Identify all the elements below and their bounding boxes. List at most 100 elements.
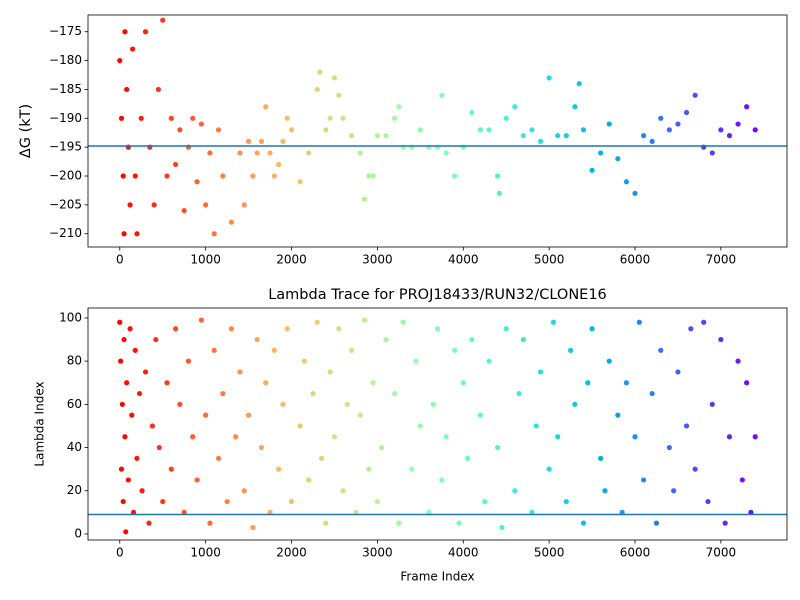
point [443, 434, 449, 440]
point [598, 455, 604, 461]
point [580, 127, 587, 133]
point [396, 104, 402, 110]
point [413, 358, 419, 364]
point [123, 529, 129, 535]
x-tick-label: 7000 [706, 546, 737, 560]
point [409, 466, 415, 472]
point [417, 423, 423, 429]
point [118, 115, 125, 121]
point [142, 29, 149, 35]
point [190, 434, 196, 440]
point [456, 520, 462, 526]
point [477, 412, 484, 418]
point [172, 161, 179, 168]
point [267, 509, 273, 515]
point [267, 150, 273, 156]
point [194, 477, 200, 483]
x-tick-label: 3000 [362, 253, 393, 267]
point [452, 173, 458, 179]
point [658, 347, 664, 353]
point [130, 509, 137, 515]
point [254, 336, 260, 343]
points [117, 17, 758, 237]
point [224, 498, 230, 505]
point [443, 150, 449, 156]
point [653, 520, 660, 526]
point [701, 319, 707, 325]
point [361, 317, 368, 323]
y-tick-label: 0 [74, 526, 82, 540]
point [598, 150, 604, 156]
point [496, 190, 502, 196]
point [512, 104, 518, 110]
y-tick-label: 20 [67, 483, 82, 497]
point [258, 138, 265, 144]
chart-title: Lambda Trace for PROJ18433/RUN32/CLONE16 [268, 287, 607, 303]
point [585, 380, 591, 386]
point [692, 466, 698, 472]
point [220, 390, 226, 397]
point [426, 509, 432, 515]
y-tick-label: −205 [49, 197, 82, 211]
x-tick-label: 0 [116, 546, 124, 560]
point [739, 477, 745, 483]
point [220, 173, 226, 179]
point [744, 104, 750, 110]
point [391, 115, 398, 121]
point [726, 133, 733, 139]
point [520, 336, 526, 343]
point [537, 138, 544, 144]
point [361, 196, 368, 202]
x-tick-label: 3000 [362, 546, 393, 560]
point [563, 498, 569, 505]
point [284, 326, 290, 332]
point [155, 86, 162, 93]
point [516, 390, 522, 397]
point [709, 401, 715, 407]
point [568, 347, 574, 353]
point [460, 380, 466, 386]
point [156, 444, 162, 451]
point [636, 319, 642, 325]
point [344, 401, 350, 407]
y-tick-label: −180 [49, 53, 82, 67]
point [241, 488, 247, 494]
point [314, 319, 320, 325]
point [172, 326, 179, 332]
point [748, 509, 754, 515]
point [228, 219, 235, 225]
point [688, 326, 694, 332]
point [198, 317, 204, 323]
point [452, 347, 458, 353]
point [615, 156, 621, 162]
point [153, 336, 159, 343]
point [121, 336, 127, 343]
y-tick-label: −190 [49, 111, 82, 125]
point [120, 498, 126, 505]
point [132, 173, 138, 179]
point [486, 127, 492, 133]
point [340, 488, 346, 494]
point [122, 434, 128, 440]
point [317, 69, 323, 75]
point [649, 390, 655, 397]
point [181, 208, 187, 214]
point [258, 444, 265, 451]
point [215, 127, 222, 133]
point [327, 115, 333, 121]
point [276, 161, 282, 168]
point [692, 92, 698, 98]
point [499, 524, 505, 531]
point [623, 179, 630, 185]
x-tick-label: 1000 [190, 546, 221, 560]
point [718, 127, 724, 133]
point [117, 319, 123, 325]
y-axis-label: ΔG (kT) [18, 104, 34, 158]
point [705, 498, 711, 505]
y-tick-label: −195 [49, 140, 82, 154]
point [130, 46, 136, 52]
x-tick-label: 5000 [534, 253, 565, 267]
point [142, 369, 149, 375]
point [430, 401, 436, 407]
